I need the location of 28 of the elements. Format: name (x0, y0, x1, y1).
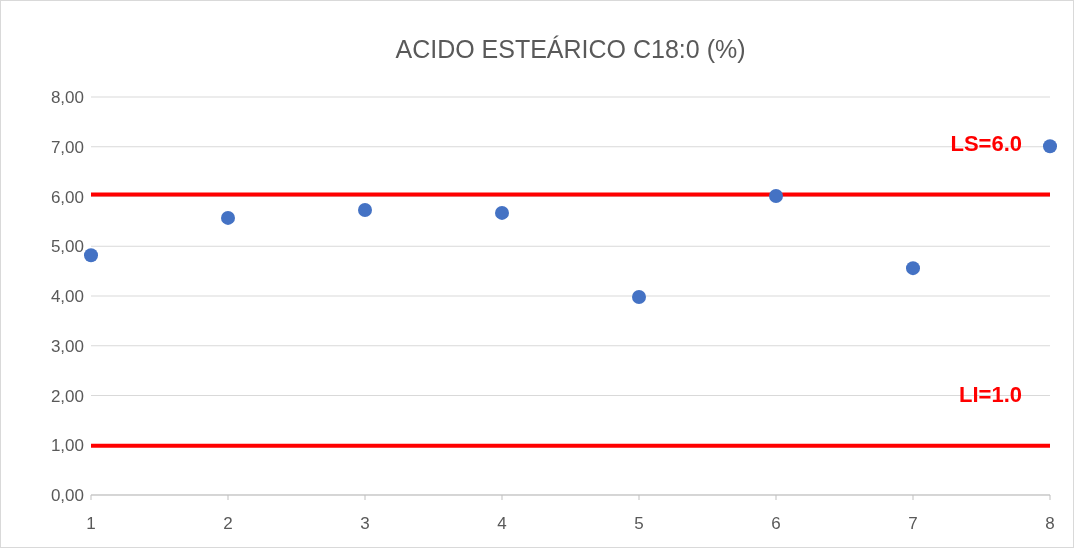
point (358, 202, 372, 217)
ref-line-label: LS=6.0 (950, 130, 1022, 156)
y-tick-label: 8,00 (50, 88, 84, 107)
y-tick-label: 2,00 (50, 386, 84, 406)
y-tick-label: 0,00 (50, 486, 84, 505)
y-tick-label: 7,00 (50, 137, 84, 157)
point (495, 205, 509, 220)
x-tick-label: 6 (771, 514, 781, 533)
x-tick-label: 3 (360, 514, 370, 533)
point (769, 189, 783, 203)
x-tick-label: 8 (1045, 514, 1055, 533)
ref-line-label: LI=1.0 (959, 381, 1022, 407)
point (906, 261, 920, 276)
y-tick-label: 4,00 (50, 287, 84, 306)
y-tick-label: 3,00 (50, 336, 84, 356)
x-tick-label: 1 (86, 514, 96, 533)
point (84, 248, 98, 263)
point (1043, 139, 1057, 154)
y-tick-label: 1,00 (50, 436, 84, 456)
chart-title: ACIDO ESTEÁRICO C18:0 (%) (395, 35, 746, 63)
x-tick-label: 5 (634, 514, 644, 533)
x-tick-label: 7 (908, 514, 918, 533)
x-tick-label: 4 (497, 514, 507, 533)
y-tick-label: 6,00 (50, 187, 84, 207)
y-tick-label: 5,00 (50, 237, 84, 257)
point (221, 210, 235, 225)
x-tick-label: 2 (223, 514, 233, 533)
point (632, 290, 646, 304)
